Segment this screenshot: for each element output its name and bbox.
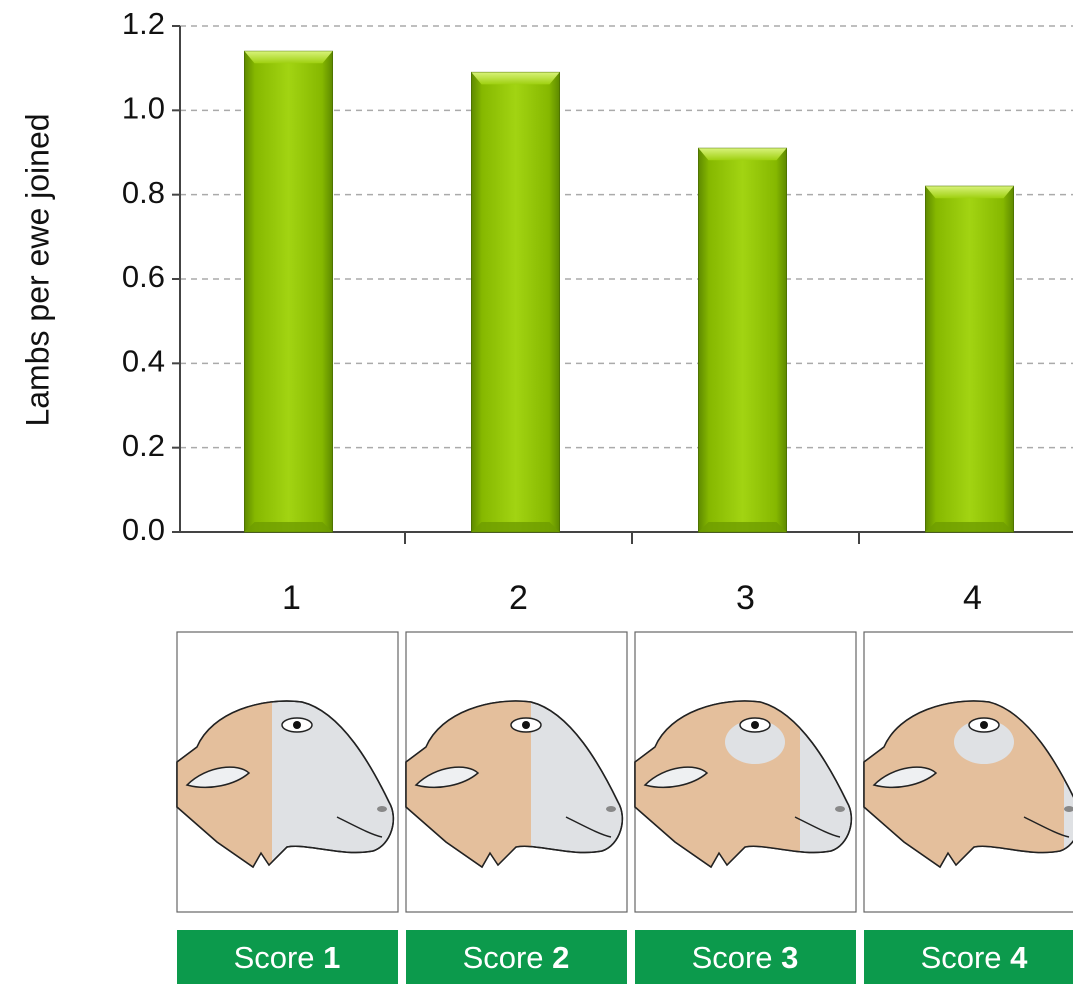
score-box	[864, 930, 1073, 984]
score-word: Score	[234, 940, 324, 975]
bar-bevel	[925, 522, 1014, 532]
nostril	[377, 806, 387, 812]
ear	[872, 766, 938, 789]
y-tick-label: 0.6	[122, 259, 165, 294]
score-number: 3	[781, 940, 798, 975]
y-tick-label: 1.2	[122, 6, 165, 41]
illustrations: Score 1 Score 2 Score 3 Score 4	[176, 631, 1073, 984]
bar-group	[244, 50, 333, 533]
x-tick-label: 4	[963, 579, 982, 617]
bar-group	[698, 147, 787, 533]
ear	[643, 766, 709, 789]
x-tick-label: 1	[282, 579, 301, 617]
mouth	[794, 816, 841, 838]
face-patch	[725, 720, 785, 764]
bar	[471, 71, 560, 533]
pupil	[980, 721, 988, 729]
score-number: 1	[323, 940, 340, 975]
sheep-head	[176, 700, 395, 868]
nostril	[606, 806, 616, 812]
score-number: 4	[1010, 940, 1028, 975]
mouth	[336, 816, 383, 838]
face-patch	[954, 720, 1014, 764]
score-label: Score 2	[463, 940, 570, 975]
score-label: Score 1	[234, 940, 341, 975]
nostril	[835, 806, 845, 812]
score-word: Score	[463, 940, 553, 975]
y-tick-label: 0.4	[122, 344, 165, 379]
score-box	[406, 930, 627, 984]
sheep-head	[634, 700, 853, 868]
pupil	[293, 721, 301, 729]
score-word: Score	[921, 940, 1011, 975]
bar-bevel	[698, 148, 787, 161]
mouth	[565, 816, 612, 838]
y-tick-label: 1.0	[122, 91, 165, 126]
score-box	[635, 930, 856, 984]
bar-bevel	[925, 186, 1014, 199]
sheep-head	[405, 700, 624, 868]
pupil	[522, 721, 530, 729]
bar-bevel	[244, 51, 333, 64]
y-tick-label: 0.0	[122, 512, 165, 547]
score-box	[177, 930, 398, 984]
x-tick-label: 2	[509, 579, 528, 617]
y-axis-title: Lambs per ewe joined	[19, 113, 55, 426]
bar-bevel	[698, 522, 787, 532]
mouth	[1023, 816, 1070, 838]
score-label: Score 3	[692, 940, 799, 975]
score-number: 2	[552, 940, 569, 975]
score-word: Score	[692, 940, 782, 975]
bar	[244, 50, 333, 533]
y-tick-label: 0.2	[122, 428, 165, 463]
score-label: Score 4	[921, 940, 1029, 975]
bar-group	[925, 185, 1014, 533]
nostril	[1064, 806, 1073, 812]
bar-group	[471, 71, 560, 533]
sheep-head	[863, 700, 1073, 868]
bar-bevel	[471, 522, 560, 532]
bar-bevel	[244, 522, 333, 532]
ear	[414, 766, 480, 789]
pupil	[751, 721, 759, 729]
bar	[925, 185, 1014, 533]
ear	[185, 766, 251, 789]
bar	[698, 147, 787, 533]
y-tick-label: 0.8	[122, 175, 165, 210]
x-tick-label: 3	[736, 579, 755, 617]
bar-bevel	[471, 72, 560, 85]
